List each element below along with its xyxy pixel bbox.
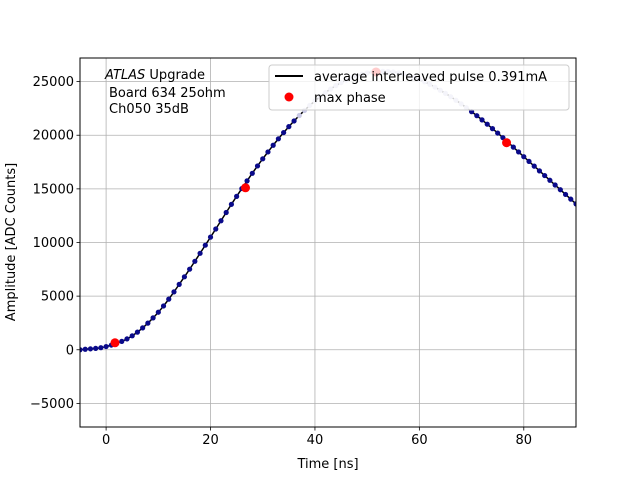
pulse-sample-point: [155, 309, 161, 315]
y-tick-label: 15000: [33, 182, 74, 197]
pulse-sample-point: [134, 329, 141, 335]
pulse-sample-point: [573, 201, 576, 207]
pulse-sample-point: [192, 258, 198, 264]
pulse-sample-point: [228, 201, 235, 207]
pulse-sample-point: [547, 177, 553, 183]
max-phase-point: [110, 338, 120, 348]
legend: average interleaved pulse 0.391mA max ph…: [268, 64, 570, 111]
annotation-line-3: Ch050 35dB: [109, 102, 189, 117]
pulse-sample-point: [80, 347, 83, 353]
pulse-sample-point: [82, 346, 88, 352]
pulse-sample-point: [521, 154, 527, 160]
pulse-sample-point: [291, 118, 297, 124]
pulse-sample-point: [98, 345, 104, 351]
pulse-sample-point: [562, 191, 569, 198]
y-tick-label: 20000: [33, 129, 74, 144]
atlas-annotation: ATLAS Upgrade Board 634 25ohm Ch050 35dB: [104, 68, 226, 117]
upgrade-label: Upgrade: [149, 68, 205, 83]
pulse-sample-point: [254, 163, 261, 169]
pulse-sample-point: [495, 130, 501, 136]
pulse-sample-point: [296, 112, 302, 119]
pulse-sample-point: [275, 136, 281, 142]
pulse-sample-point: [197, 250, 203, 256]
y-tick-label: 5000: [41, 290, 74, 305]
x-tick-label: 20: [202, 433, 219, 448]
pulse-sample-point: [171, 289, 177, 295]
x-axis-label: Time [ns]: [296, 457, 358, 472]
grid-lines: [80, 58, 576, 427]
pulse-sample-point: [176, 281, 182, 287]
pulse-sample-point: [542, 172, 548, 179]
pulse-sample-point: [489, 126, 496, 132]
pulse-sample-point: [124, 336, 130, 342]
pulse-sample-point: [150, 315, 156, 321]
max-phase-point: [241, 183, 251, 193]
pulse-sample-point: [187, 266, 193, 272]
pulse-sample-point: [87, 346, 94, 352]
pulse-sample-point: [552, 182, 558, 188]
pulse-sample-point: [103, 343, 109, 350]
x-tick-label: 80: [516, 433, 533, 448]
y-tick-label: 10000: [33, 236, 74, 251]
pulse-sample-point: [568, 196, 574, 202]
x-tick-label: 60: [411, 433, 428, 448]
max-phase-point: [502, 138, 512, 148]
pulse-sample-point: [140, 325, 146, 331]
pulse-sample-point: [260, 156, 266, 162]
y-tick-label: 0: [66, 343, 74, 358]
pulse-sample-point: [207, 234, 214, 240]
pulse-sample-point: [515, 149, 522, 155]
legend-box: [268, 64, 570, 111]
pulse-sample-point: [286, 124, 292, 130]
pulse-sample-point: [160, 303, 167, 309]
y-tick-label: 25000: [33, 75, 74, 90]
atlas-label: ATLAS: [104, 68, 145, 83]
pulse-sample-point: [181, 274, 188, 280]
pulse-sample-point: [510, 144, 516, 150]
legend-label-average-pulse: average interleaved pulse 0.391mA: [314, 70, 547, 85]
annotation-line-1: ATLAS Upgrade: [104, 68, 205, 83]
x-tick-label: 40: [307, 433, 324, 448]
pulse-sample-point: [531, 163, 537, 169]
pulse-sample-point: [218, 218, 224, 224]
pulse-sample-point: [526, 158, 532, 165]
pulse-sample-point: [244, 178, 250, 184]
pulse-sample-point: [484, 121, 490, 127]
y-axis-label: Amplitude [ADC Counts]: [4, 163, 19, 321]
pulse-sample-point: [93, 345, 99, 351]
pulse-sample-point: [213, 226, 219, 232]
pulse-sample-point: [536, 168, 543, 174]
annotation-line-2: Board 634 25ohm: [109, 86, 226, 101]
pulse-sample-point: [270, 142, 276, 148]
pulse-sample-point: [249, 170, 255, 176]
pulse-sample-point: [479, 117, 485, 123]
pulse-sample-point: [166, 296, 172, 302]
pulse-sample-point: [202, 242, 208, 248]
pulse-sample-point: [234, 193, 240, 199]
y-tick-label: −5000: [30, 397, 74, 412]
pulse-sample-point: [265, 149, 271, 155]
x-tick-label: 0: [102, 433, 110, 448]
pulse-sample-point: [129, 333, 135, 339]
pulse-sample-point: [145, 320, 151, 326]
pulse-sample-point: [223, 209, 229, 216]
legend-label-max-phase: max phase: [314, 91, 386, 106]
legend-marker-swatch: [284, 92, 294, 102]
pulse-sample-point: [119, 338, 125, 344]
pulse-sample-point: [281, 129, 287, 136]
tick-layer: 0 20 40 60 80 −5000 0 5000 10000 15000 20000 25000: [30, 75, 532, 448]
pulse-sample-point: [474, 113, 480, 119]
pulse-sample-point: [557, 187, 563, 193]
